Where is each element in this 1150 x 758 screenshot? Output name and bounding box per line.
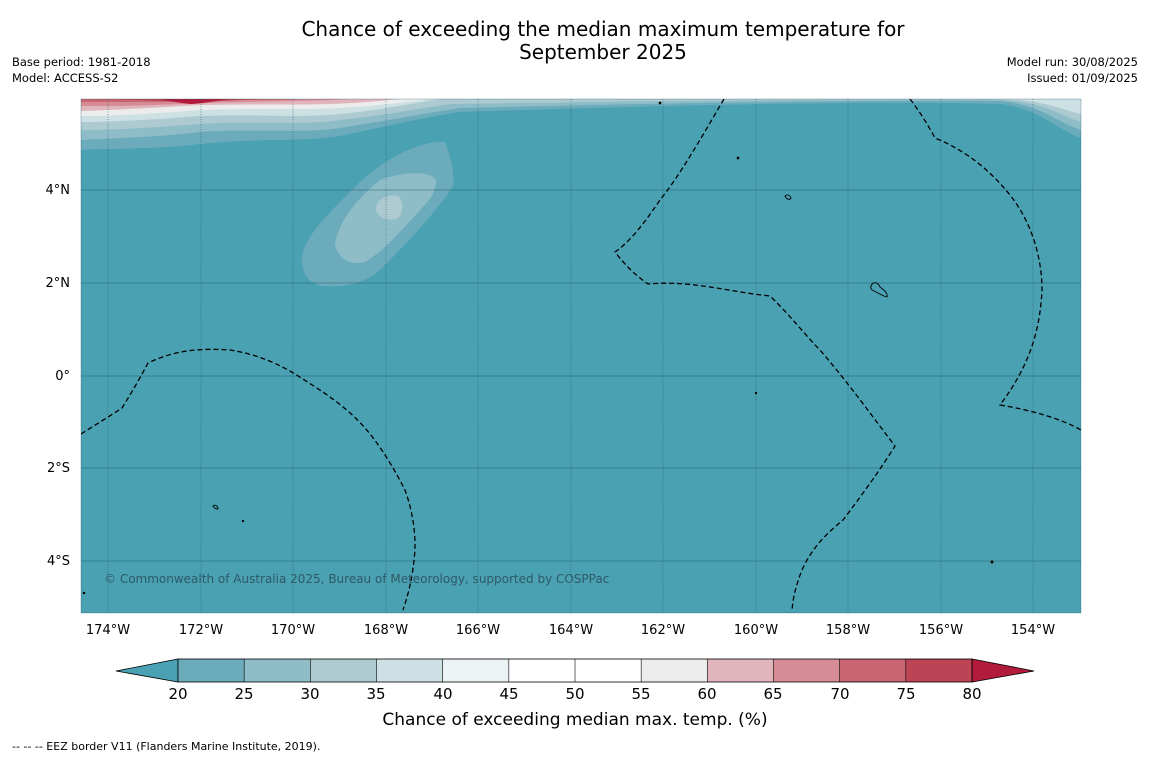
- colorbar-tick: 20: [168, 685, 188, 703]
- map-area: [81, 99, 1081, 613]
- lon-label-158w: 158°W: [825, 623, 871, 638]
- colorbar-segment: [376, 659, 444, 682]
- lat-label-2s: 2°S: [46, 461, 70, 476]
- graticule: [107, 99, 1034, 613]
- colorbar-frame: [177, 658, 973, 683]
- model-run: Model run: 30/08/2025: [1006, 55, 1138, 69]
- lon-label-170w: 170°W: [270, 623, 316, 638]
- lat-label-4s: 4°S: [46, 554, 70, 569]
- eez-footnote: -- -- -- EEZ border V11 (Flanders Marine…: [12, 740, 321, 753]
- cool-plume: [301, 141, 454, 287]
- issued-date: Issued: 01/09/2025: [1027, 71, 1138, 85]
- lat-label-0: 0°: [55, 369, 70, 384]
- colorbar-segment: [244, 659, 311, 682]
- base-period: Base period: 1981-2018: [12, 55, 151, 69]
- colorbar-segment: [508, 659, 576, 682]
- colorbar-tick: 65: [763, 685, 783, 703]
- lon-label-156w: 156°W: [918, 623, 964, 638]
- lon-label-166w: 166°W: [455, 623, 501, 638]
- colorbar-segment: [442, 659, 510, 682]
- colorbar-segment: [178, 659, 245, 682]
- copyright-notice: © Commonwealth of Australia 2025, Bureau…: [104, 572, 610, 586]
- colorbar-tick: 60: [697, 685, 717, 703]
- islands: [82, 101, 994, 595]
- colorbar-segment: [773, 659, 841, 682]
- run-info: Model run: 30/08/2025 Issued: 01/09/2025: [1007, 54, 1138, 86]
- colorbar-tick: 50: [565, 685, 585, 703]
- model-info: Base period: 1981-2018 Model: ACCESS-S2: [12, 54, 151, 86]
- map-frame: [80, 98, 1082, 614]
- colorbar-segment: [905, 659, 973, 682]
- title-line-2: September 2025: [519, 40, 687, 64]
- lat-label-2n: 2°N: [45, 276, 71, 291]
- colorbar-tick: 25: [234, 685, 254, 703]
- lon-label-172w: 172°W: [178, 623, 224, 638]
- colorbar-high-arrow: [971, 658, 1035, 683]
- northern-bands: [81, 99, 1081, 150]
- colorbar-segment: [575, 659, 642, 682]
- colorbar-tick: 70: [830, 685, 850, 703]
- lat-label-4n: 4°N: [45, 183, 71, 198]
- lon-label-162w: 162°W: [640, 623, 686, 638]
- lon-label-154w: 154°W: [1010, 623, 1056, 638]
- eez-borders: [81, 99, 1081, 611]
- colorbar: [115, 658, 1035, 683]
- island-north: [784, 194, 792, 200]
- lon-label-168w: 168°W: [363, 623, 409, 638]
- lon-label-174w: 174°W: [85, 623, 131, 638]
- lon-label-164w: 164°W: [548, 623, 594, 638]
- model-name: Model: ACCESS-S2: [12, 71, 119, 85]
- colorbar-tick: 55: [631, 685, 651, 703]
- colorbar-segments: [178, 659, 973, 682]
- colorbar-tick: 45: [499, 685, 519, 703]
- colorbar-tick: 40: [433, 685, 453, 703]
- map-title: Chance of exceeding the median maximum t…: [200, 18, 1006, 64]
- island-west: [212, 504, 219, 510]
- ocean-base: [81, 99, 1081, 613]
- lon-label-160w: 160°W: [733, 623, 779, 638]
- colorbar-segment: [839, 659, 907, 682]
- colorbar-segment: [641, 659, 708, 682]
- colorbar-tick: 35: [366, 685, 386, 703]
- title-line-1: Chance of exceeding the median maximum t…: [301, 17, 905, 41]
- colorbar-tick: 30: [300, 685, 320, 703]
- island-atoll: [870, 282, 888, 298]
- latitude-lines: [81, 189, 1081, 562]
- colorbar-segment: [707, 659, 774, 682]
- colorbar-label: Chance of exceeding median max. temp. (%…: [382, 710, 768, 730]
- colorbar-low-arrow: [115, 658, 179, 683]
- colorbar-tick: 80: [962, 685, 982, 703]
- colorbar-tick: 75: [896, 685, 916, 703]
- colorbar-segment: [310, 659, 377, 682]
